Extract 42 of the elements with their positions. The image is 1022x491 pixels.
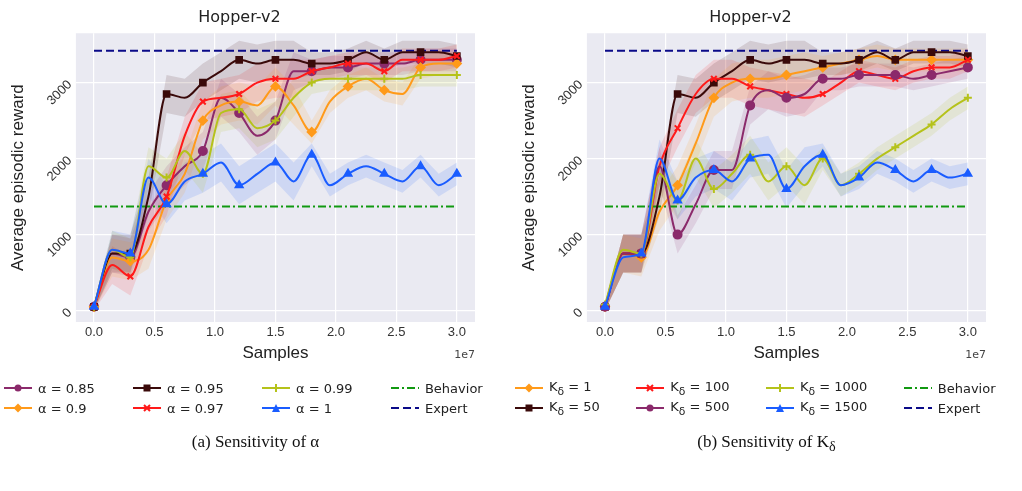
x-axis-title: Samples (753, 343, 820, 363)
legend-label: α = 0.97 (166, 400, 224, 416)
chart-title: Hopper-v2 (198, 6, 281, 26)
x-axis-title: Samples (242, 343, 309, 363)
x-tick-label: 2.0 (837, 324, 856, 340)
text: (a) Sensitivity of α (190, 432, 321, 452)
text: 1e7 (965, 348, 986, 362)
x-tick-label: 1.5 (777, 324, 796, 340)
x-tick-label: 0.0 (84, 324, 104, 340)
x-tick-label: 2.0 (326, 324, 345, 340)
y-tick-label: 0 (569, 304, 586, 321)
legend-label: α = 1 (295, 400, 332, 416)
x-tick-label: 1.5 (266, 324, 285, 340)
x-tick-label: 0.0 (595, 324, 615, 340)
legend-label: K$_{δ}$ = 500 (670, 398, 730, 418)
text: 1e7 (454, 348, 475, 362)
y-tick-label: 0 (58, 304, 75, 321)
legend-label: α = 0.99 (295, 380, 353, 396)
legend-label: K$_{δ}$ = 50 (549, 398, 600, 418)
x-tick-label: 0.5 (145, 324, 164, 340)
x-tick-label: 3.0 (447, 324, 466, 340)
legend-label: Expert (937, 400, 981, 416)
legend-label: Expert (424, 400, 468, 416)
y-axis-title: Average episodic reward (518, 84, 538, 271)
x-tick-label: 3.0 (958, 324, 977, 340)
legend-label: K$_{δ}$ = 1000 (799, 378, 868, 398)
text: (b) Sensitivity of K$_{δ}$ (696, 432, 837, 456)
x-tick-label: 1.0 (716, 324, 736, 340)
legend-label: α = 0.85 (38, 380, 95, 396)
legend-label: Behavior (937, 380, 996, 396)
legend-label: K$_{δ}$ = 1500 (799, 398, 868, 418)
x-tick-label: 2.5 (387, 324, 406, 340)
legend-label: Behavior (424, 380, 483, 396)
y-axis-title: Average episodic reward (7, 84, 27, 271)
x-tick-label: 1.0 (205, 324, 225, 340)
legend-label: K$_{δ}$ = 1 (549, 378, 592, 398)
x-tick-label: 0.5 (656, 324, 675, 340)
legend-label: K$_{δ}$ = 100 (670, 378, 730, 398)
chart-title: Hopper-v2 (709, 6, 792, 26)
legend-label: α = 0.9 (38, 400, 87, 416)
legend-label: α = 0.95 (166, 380, 224, 396)
x-tick-label: 2.5 (898, 324, 917, 340)
